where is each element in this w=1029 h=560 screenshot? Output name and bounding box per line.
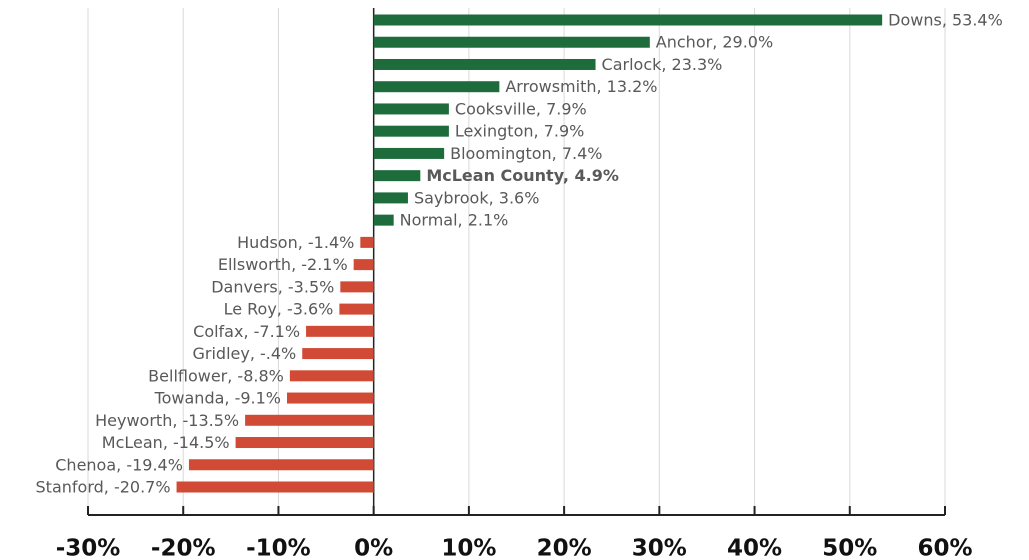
bar (373, 14, 883, 26)
bar (340, 281, 374, 293)
data-label: Anchor, 29.0% (656, 33, 773, 52)
x-tick-label: -10% (246, 536, 311, 560)
bar (287, 392, 374, 404)
data-label: Bellflower, -8.8% (148, 366, 284, 385)
x-tick-label: 60% (917, 536, 972, 560)
data-label: Ellsworth, -2.1% (218, 255, 348, 274)
data-label: Lexington, 7.9% (455, 122, 584, 141)
data-label: Cooksville, 7.9% (455, 99, 587, 118)
bar (235, 437, 374, 449)
bar (373, 192, 408, 204)
bar (188, 459, 374, 471)
bar (373, 125, 449, 137)
bar (373, 147, 445, 159)
bar (353, 259, 374, 271)
data-label: Saybrook, 3.6% (414, 188, 539, 207)
data-label: Colfax, -7.1% (193, 322, 300, 341)
data-label: Le Roy, -3.6% (224, 300, 334, 319)
x-tick-label: 10% (441, 536, 496, 560)
x-tick-label: 20% (537, 536, 592, 560)
data-label: Chenoa, -19.4% (55, 455, 183, 474)
bar (176, 481, 374, 493)
x-tick-label: 50% (822, 536, 877, 560)
bar (373, 58, 596, 70)
data-label: Stanford, -20.7% (36, 478, 171, 497)
bar (360, 236, 374, 248)
x-tick-label: -30% (56, 536, 121, 560)
bar (302, 348, 374, 360)
data-label: McLean, -14.5% (102, 433, 230, 452)
bar (373, 214, 394, 226)
bar (245, 414, 374, 426)
bar (306, 325, 374, 337)
data-label: Carlock, 23.3% (602, 55, 723, 74)
bar (373, 36, 650, 48)
bar (373, 81, 500, 93)
x-tick-label: 40% (727, 536, 782, 560)
data-label: Arrowsmith, 13.2% (505, 77, 657, 96)
data-label: Bloomington, 7.4% (450, 144, 602, 163)
data-label: Hudson, -1.4% (237, 233, 354, 252)
data-label: Normal, 2.1% (400, 211, 509, 230)
data-label: Gridley, -.4% (193, 344, 297, 363)
bar (373, 103, 449, 115)
data-label: Towanda, -9.1% (154, 389, 281, 408)
x-tick-label: 0% (354, 536, 393, 560)
data-label: McLean County, 4.9% (426, 166, 619, 185)
bar (339, 303, 374, 315)
data-label: Danvers, -3.5% (211, 277, 334, 296)
bar (289, 370, 374, 382)
x-tick-label: -20% (151, 536, 216, 560)
data-label: Downs, 53.4% (888, 11, 1003, 30)
x-tick-label: 30% (632, 536, 687, 560)
data-label: Heyworth, -13.5% (95, 411, 239, 430)
bar (373, 170, 421, 182)
